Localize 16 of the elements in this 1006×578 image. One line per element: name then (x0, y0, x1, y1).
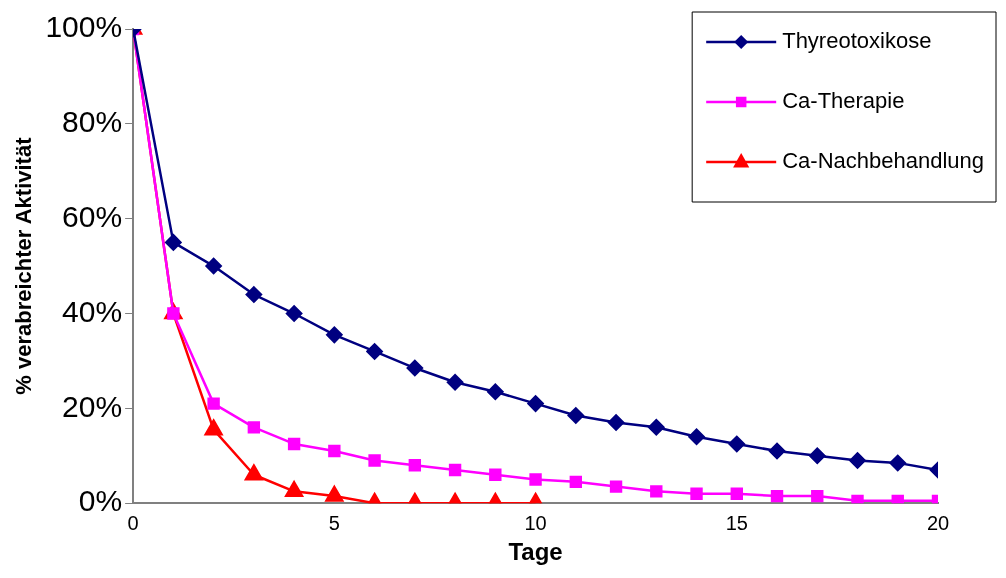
y-tick-label: 100% (45, 10, 123, 44)
y-tick-label: 60% (62, 199, 123, 233)
x-tick-label: 0 (127, 511, 139, 534)
y-tick-label: 20% (62, 389, 123, 423)
legend-label: Thyreotoxikose (782, 28, 932, 54)
y-tick-label: 80% (62, 105, 123, 139)
y-tick-label: 40% (62, 294, 123, 328)
x-tick-label: 10 (524, 511, 547, 534)
x-tick-label: 15 (725, 511, 748, 534)
x-axis-title: Tage (508, 538, 563, 566)
x-tick-label: 5 (328, 511, 340, 534)
legend-label: Ca-Therapie (782, 88, 905, 114)
x-tick-label: 20 (926, 511, 950, 534)
y-axis-title: % verabreichter Aktivität (11, 136, 37, 395)
legend-label: Ca-Nachbehandlung (782, 148, 985, 174)
y-tick-label: 0% (78, 484, 123, 518)
